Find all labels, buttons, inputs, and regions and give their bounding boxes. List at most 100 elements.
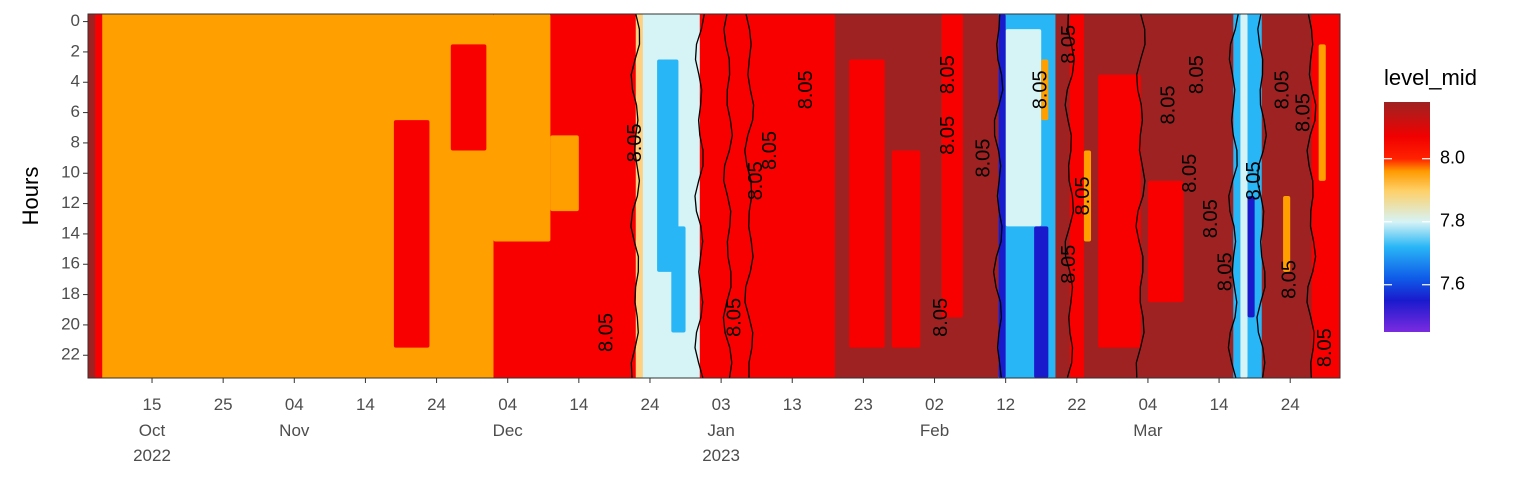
heatmap-patch [941,14,963,318]
legend-colorbar [1384,102,1430,332]
x-tick-label-year: 2022 [133,446,171,465]
contour-line [1227,14,1239,378]
contour-label: 8.05 [1058,25,1080,64]
contour-label: 8.05 [1058,245,1080,284]
y-tick-label: 2 [71,41,80,60]
contour-line [694,14,705,378]
heatmap-band [1069,14,1085,378]
plot-border [87,13,1341,379]
x-tick-label-day: 24 [427,395,446,414]
heatmap-band [95,14,103,378]
contour-label: 8.05 [724,298,746,337]
x-tick-label-day: 15 [143,395,162,414]
x-tick-label-day: 04 [1138,395,1157,414]
contour-line [1135,14,1146,378]
heatmap-patch [1034,226,1049,378]
legend-title: level_mid [1384,65,1477,90]
patch-layer [393,14,1326,378]
heatmap-patch [891,150,921,348]
contour-label: 8.05 [1030,70,1052,109]
heatmap-patch [1240,14,1248,378]
y-tick-label: 10 [61,163,80,182]
heatmap-band [927,14,1000,378]
y-tick-label: 4 [71,72,80,91]
x-tick-label-day: 04 [498,395,517,414]
heatmap-patch [1098,74,1141,348]
heatmap-patch [671,226,686,333]
contour-layer [630,14,1317,378]
x-tick-label-month: Dec [493,421,524,440]
legend-ticks: 7.6 7.8 8.0 [1384,147,1465,293]
heatmap-patch [1005,29,1042,227]
contour-line [1256,14,1267,378]
heatmap-patch [1147,180,1184,303]
contour-label: 8.05 [624,123,646,162]
y-tick-label: 0 [71,11,80,30]
contour-line [992,14,1004,378]
contour-label: 8.05 [1072,177,1094,216]
x-tick-label-day: 13 [783,395,802,414]
contour-label: 8.05 [1271,70,1293,109]
x-tick-label-day: 23 [854,395,873,414]
plot-area: 8.058.058.058.058.058.058.058.058.058.05… [88,14,1340,378]
heatmap-patch [1247,196,1255,318]
x-axis: 15 Oct 2022 25 04 Nov 14 24 04 Dec 14 24 03 Jan 2023 13… [133,378,1300,465]
contour-label: 8.05 [745,161,767,200]
contour-label: 8.05 [1179,154,1201,193]
x-tick-label-day: 12 [996,395,1015,414]
x-tick-label-day: 14 [356,395,375,414]
x-tick-label-month: Nov [279,421,310,440]
contour-label: 8.05 [1314,328,1336,367]
contour-label-layer: 8.058.058.058.058.058.058.058.058.058.05… [596,25,1336,367]
x-tick-label-day: 03 [712,395,731,414]
contour-label: 8.05 [1293,93,1315,132]
x-tick-label-day: 24 [641,395,660,414]
x-tick-label-day: 02 [925,395,944,414]
contour-label: 8.05 [930,298,952,337]
heatmap-band [102,14,416,378]
x-tick-label-month: Oct [139,421,166,440]
x-tick-label-year: 2023 [702,446,740,465]
heatmap-patch [998,14,1006,378]
heatmap-patch [1283,196,1291,272]
x-tick-label-day: 22 [1067,395,1086,414]
contour-label: 8.05 [759,131,781,170]
y-tick-label: 14 [61,223,80,242]
heatmap-band [1311,14,1340,378]
contour-label: 8.05 [596,313,618,352]
contour-label: 8.05 [1200,199,1222,238]
y-tick-label: 22 [61,345,80,364]
x-tick-label-day: 14 [569,395,588,414]
heatmap-patch [1318,44,1326,181]
heatmap-patch [1083,150,1092,242]
contour-line [744,14,755,378]
y-tick-label: 16 [61,254,80,273]
legend-tick-label: 7.8 [1440,210,1465,230]
contour-label: 8.05 [1158,86,1180,125]
y-tick-label: 20 [61,314,80,333]
x-tick-label-day: 14 [1210,395,1229,414]
legend: level_mid 7.6 7.8 8.0 [1384,65,1477,332]
heatmap-band [88,14,96,378]
contour-line [630,14,641,378]
y-tick-label: 6 [71,102,80,121]
x-tick-label-day: 24 [1281,395,1300,414]
heatmap-patch [1041,59,1049,121]
contour-label: 8.05 [1278,260,1300,299]
contour-line [1064,14,1075,378]
x-tick-label-month: Jan [707,421,734,440]
contour-label: 8.05 [937,116,959,155]
contour-label: 8.05 [795,70,817,109]
contour-label: 8.05 [1186,55,1208,94]
x-tick-label-month: Feb [920,421,949,440]
contour-label: 8.05 [1243,161,1265,200]
contour-label: 8.05 [937,55,959,94]
y-axis-title: Hours [18,167,43,226]
contour-line [722,14,733,378]
heatmap-band [1055,14,1071,378]
heatmap-patch [450,44,487,151]
heatmap-patch [657,59,679,272]
x-tick-label-day: 25 [214,395,233,414]
y-tick-label: 18 [61,284,80,303]
